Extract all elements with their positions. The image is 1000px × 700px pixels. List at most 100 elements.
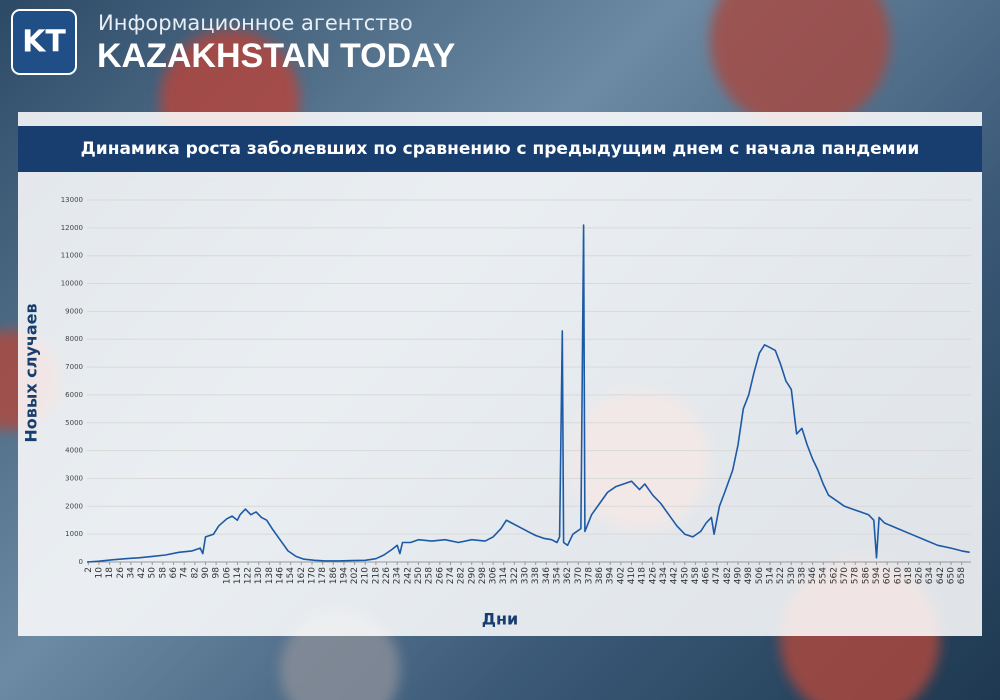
title-bar xyxy=(18,126,982,172)
x-tick-label: 82 xyxy=(190,567,200,578)
x-tick-label: 650 xyxy=(947,567,957,584)
x-tick-label: 162 xyxy=(297,567,307,584)
x-tick-label: 338 xyxy=(531,567,541,584)
x-tick-label: 106 xyxy=(222,567,232,584)
x-tick-label: 154 xyxy=(286,567,296,584)
y-axis-label: Новых случаев xyxy=(22,303,41,442)
x-tick-label: 378 xyxy=(584,567,594,584)
x-tick-label: 290 xyxy=(467,567,477,584)
x-tick-label: 474 xyxy=(712,567,722,584)
x-tick-label: 570 xyxy=(840,567,850,584)
x-tick-label: 298 xyxy=(478,567,488,584)
x-tick-label: 90 xyxy=(201,567,211,579)
x-tick-label: 402 xyxy=(616,567,626,584)
x-tick-label: 506 xyxy=(755,567,765,584)
x-tick-label: 354 xyxy=(552,567,562,584)
x-tick-label: 74 xyxy=(180,567,190,579)
x-tick-label: 282 xyxy=(457,567,467,584)
x-tick-label: 562 xyxy=(829,567,839,584)
y-tick-label: 6000 xyxy=(65,391,83,399)
x-tick-label: 586 xyxy=(861,567,871,584)
x-tick-label: 618 xyxy=(904,567,914,584)
x-tick-label: 170 xyxy=(307,567,317,584)
x-tick-label: 322 xyxy=(510,567,520,584)
logo-box xyxy=(11,9,77,75)
x-tick-label: 498 xyxy=(744,567,754,584)
x-tick-label: 466 xyxy=(702,567,712,584)
y-tick-label: 4000 xyxy=(65,447,83,455)
y-tick-label: 5000 xyxy=(65,419,83,427)
x-tick-label: 18 xyxy=(105,567,115,579)
x-tick-label: 178 xyxy=(318,567,328,584)
x-tick-label: 34 xyxy=(126,567,136,579)
y-tick-label: 0 xyxy=(79,558,83,566)
x-tick-label: 370 xyxy=(574,567,584,584)
x-tick-label: 450 xyxy=(680,567,690,584)
y-tick-label: 9000 xyxy=(65,307,83,315)
x-tick-label: 98 xyxy=(212,567,222,579)
x-tick-label: 594 xyxy=(872,567,882,584)
x-tick-label: 274 xyxy=(446,567,456,584)
x-tick-label: 658 xyxy=(957,567,967,584)
x-tick-label: 130 xyxy=(254,567,264,584)
x-tick-label: 602 xyxy=(883,567,893,584)
x-tick-label: 362 xyxy=(563,567,573,584)
y-tick-label: 12000 xyxy=(61,224,83,232)
x-tick-label: 202 xyxy=(350,567,360,584)
x-tick-label: 554 xyxy=(819,567,829,584)
y-tick-label: 1000 xyxy=(65,530,83,538)
brand: KAZAKHSTAN TODAY xyxy=(97,37,456,75)
x-tick-label: 578 xyxy=(851,567,861,584)
x-axis-label: Дни xyxy=(482,610,519,629)
x-tick-label: 610 xyxy=(893,567,903,584)
x-tick-label: 394 xyxy=(606,567,616,584)
x-tick-label: 226 xyxy=(382,567,392,584)
x-tick-label: 410 xyxy=(627,567,637,584)
x-tick-label: 138 xyxy=(265,567,275,584)
x-tick-label: 242 xyxy=(403,567,413,584)
chart-title: Динамика роста заболевших по сравнению с… xyxy=(81,139,920,159)
x-tick-label: 10 xyxy=(94,567,104,579)
x-tick-label: 2 xyxy=(84,567,94,573)
x-tick-label: 258 xyxy=(425,567,435,584)
x-tick-label: 234 xyxy=(393,567,403,584)
x-tick-label: 186 xyxy=(329,567,339,584)
x-tick-label: 386 xyxy=(595,567,605,584)
x-tick-label: 626 xyxy=(915,567,925,584)
x-tick-label: 42 xyxy=(137,567,147,578)
y-tick-label: 8000 xyxy=(65,335,83,343)
x-tick-label: 146 xyxy=(276,567,286,584)
x-tick-label: 314 xyxy=(499,567,509,584)
x-tick-label: 210 xyxy=(361,567,371,584)
x-tick-label: 306 xyxy=(489,567,499,584)
x-tick-label: 50 xyxy=(148,567,158,579)
x-tick-label: 66 xyxy=(169,567,179,579)
x-tick-label: 634 xyxy=(925,567,935,584)
agency: Информационное агентство xyxy=(98,11,413,35)
x-tick-label: 250 xyxy=(414,567,424,584)
x-tick-label: 546 xyxy=(808,567,818,584)
x-tick-label: 26 xyxy=(116,567,126,579)
x-tick-label: 418 xyxy=(638,567,648,584)
x-tick-label: 482 xyxy=(723,567,733,584)
y-tick-label: 13000 xyxy=(61,196,83,204)
x-tick-label: 530 xyxy=(787,567,797,584)
data-line xyxy=(86,224,970,563)
x-tick-label: 114 xyxy=(233,567,243,584)
x-tick-label: 538 xyxy=(797,567,807,584)
x-tick-label: 522 xyxy=(776,567,786,584)
x-tick-label: 426 xyxy=(648,567,658,584)
x-tick-label: 194 xyxy=(339,567,349,584)
x-tick-label: 458 xyxy=(691,567,701,584)
x-tick-label: 346 xyxy=(542,567,552,584)
x-tick-label: 434 xyxy=(659,567,669,584)
y-tick-label: 11000 xyxy=(61,252,83,260)
x-tick-label: 218 xyxy=(371,567,381,584)
x-tick-label: 122 xyxy=(244,567,254,584)
logo: KT xyxy=(22,25,66,60)
x-tick-label: 514 xyxy=(765,567,775,584)
x-tick-label: 490 xyxy=(734,567,744,584)
y-tick-label: 2000 xyxy=(65,502,83,510)
x-tick-label: 330 xyxy=(521,567,531,584)
